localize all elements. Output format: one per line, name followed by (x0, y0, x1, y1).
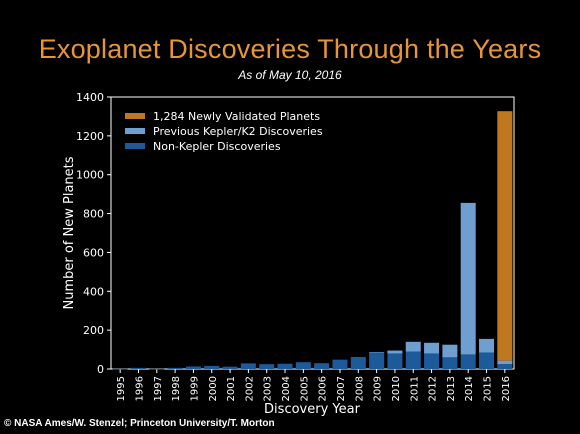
x-tick-label: 2003 (263, 376, 274, 401)
bar-2003-non-kepler-discoveries (259, 364, 275, 369)
y-tick-label: 400 (83, 285, 104, 298)
bar-2001-non-kepler-discoveries (222, 366, 238, 369)
bar-2016-previous-kepler-k2-discoveries (497, 360, 513, 365)
x-tick-label: 1997 (153, 376, 164, 401)
chart-legend: 1,284 Newly Validated Planets Previous Ke… (125, 110, 323, 153)
y-tick-label: 600 (83, 246, 104, 259)
y-tick-label: 200 (83, 324, 104, 337)
bar-1997-non-kepler-discoveries (149, 368, 165, 370)
image-credit: © NASA Ames/W. Stenzel; Princeton Univer… (4, 418, 275, 429)
bar-2012-previous-kepler-k2-discoveries (424, 342, 440, 354)
x-tick-label: 2012 (428, 376, 439, 401)
x-tick-label: 1995 (116, 376, 127, 401)
bar-2004-non-kepler-discoveries (277, 363, 293, 369)
chart-subtitle: As of May 10, 2016 (238, 68, 342, 82)
x-axis-label: Discovery Year (264, 402, 361, 417)
bar-2005-non-kepler-discoveries (295, 362, 311, 369)
legend-swatch (125, 128, 145, 134)
bar-2007-non-kepler-discoveries (332, 359, 348, 369)
x-tick-label: 2000 (208, 376, 219, 401)
x-tick-label: 2005 (299, 376, 310, 401)
x-tick-label: 2015 (483, 376, 494, 401)
y-tick-label: 0 (97, 363, 104, 376)
x-tick-label: 2006 (318, 376, 329, 401)
bar-2002-non-kepler-discoveries (240, 363, 256, 369)
y-tick-label: 1400 (76, 91, 104, 104)
x-tick-label: 2002 (244, 376, 255, 401)
legend-swatch (125, 143, 145, 149)
bar-2014-non-kepler-discoveries (460, 354, 476, 369)
bar-2000-non-kepler-discoveries (204, 365, 220, 369)
bar-1996-non-kepler-discoveries (130, 367, 146, 369)
bar-2013-previous-kepler-k2-discoveries (442, 344, 458, 358)
x-tick-label: 2007 (336, 376, 347, 401)
bar-2016-1-284-newly-validated-planets (497, 111, 513, 361)
bar-2011-non-kepler-discoveries (405, 351, 421, 369)
bar-2016-non-kepler-discoveries (497, 364, 513, 369)
bar-2006-non-kepler-discoveries (314, 363, 330, 369)
bar-2015-non-kepler-discoveries (479, 352, 495, 369)
x-tick-label: 2016 (501, 376, 512, 401)
x-tick-label: 2013 (446, 376, 457, 401)
x-tick-label: 2010 (391, 376, 402, 401)
bar-2010-previous-kepler-k2-discoveries (387, 350, 403, 354)
chart-title: Exoplanet Discoveries Through the Years (38, 34, 542, 64)
bar-2015-previous-kepler-k2-discoveries (479, 338, 495, 353)
x-tick-label: 2014 (464, 376, 475, 401)
x-tick-label: 2008 (354, 376, 365, 401)
chart-bars (112, 111, 513, 370)
legend-label: 1,284 Newly Validated Planets (153, 110, 320, 123)
legend-label: Non-Kepler Discoveries (153, 140, 281, 153)
bar-1995-non-kepler-discoveries (112, 368, 128, 370)
chart-axes: 0 200 400 600 800 1000 1200 1400 1995 1996 1997 199… (76, 91, 515, 401)
bar-2009-non-kepler-discoveries (369, 352, 385, 369)
x-tick-label: 1999 (189, 376, 200, 401)
bar-2014-previous-kepler-k2-discoveries (460, 202, 476, 355)
legend-label: Previous Kepler/K2 Discoveries (153, 125, 323, 138)
x-tick-label: 1998 (171, 376, 182, 401)
plot-frame (110, 96, 515, 370)
x-tick-label: 2004 (281, 376, 292, 401)
bar-2009-previous-kepler-k2-discoveries (369, 352, 385, 353)
y-tick-label: 1000 (76, 169, 104, 182)
bar-1999-non-kepler-discoveries (185, 366, 201, 369)
y-tick-label: 800 (83, 208, 104, 221)
bar-2011-previous-kepler-k2-discoveries (405, 341, 421, 352)
x-tick-label: 2011 (409, 376, 420, 401)
bar-2010-non-kepler-discoveries (387, 353, 403, 369)
x-tick-label: 1996 (134, 376, 145, 401)
y-tick-label: 1200 (76, 130, 104, 143)
y-axis-label: Number of New Planets (62, 156, 77, 309)
x-tick-label: 2009 (373, 376, 384, 401)
bar-1998-non-kepler-discoveries (167, 367, 183, 369)
bar-2013-non-kepler-discoveries (442, 357, 458, 369)
x-tick-label: 2001 (226, 376, 237, 401)
legend-swatch (125, 113, 145, 119)
bar-2012-non-kepler-discoveries (424, 353, 440, 369)
bar-2008-non-kepler-discoveries (350, 356, 366, 369)
